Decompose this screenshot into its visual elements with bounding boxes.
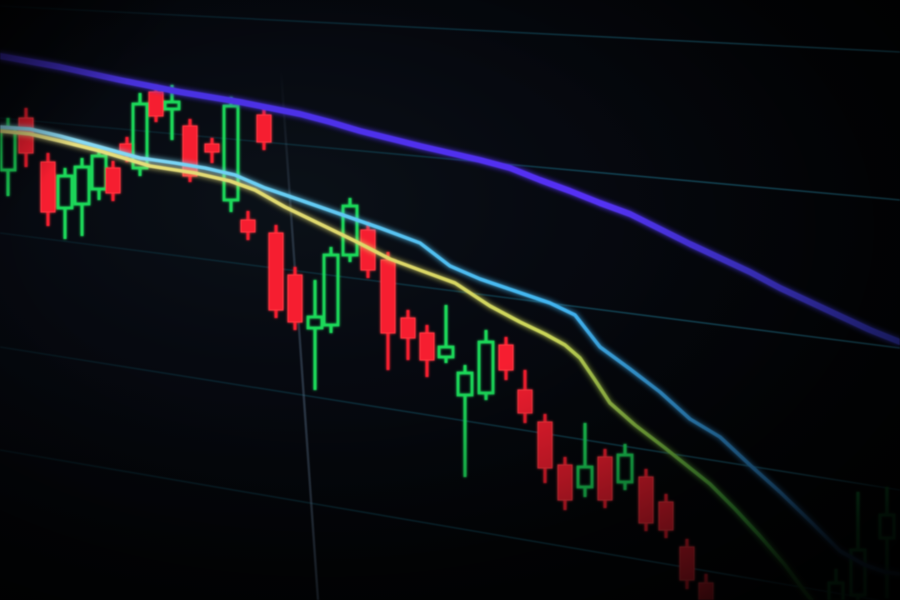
candle-bullish <box>56 168 74 239</box>
gridline-diagonal-3 <box>0 346 900 491</box>
gridline-diagonal-4 <box>0 449 882 600</box>
ma-fast-yellow-green <box>0 129 814 600</box>
candle-bearish <box>557 457 573 510</box>
gridline-vertical <box>279 69 320 600</box>
gridlines-layer <box>0 5 900 600</box>
candle-bearish <box>268 225 284 318</box>
ma-mid-cyan <box>0 125 900 576</box>
candle-bullish <box>827 569 845 600</box>
candle-bullish <box>849 492 867 600</box>
candle-bullish <box>322 247 340 333</box>
moving-average-layer <box>0 53 900 600</box>
ma-slow-purple <box>0 53 900 345</box>
candle-bearish <box>419 325 435 377</box>
candle-bullish <box>90 148 108 200</box>
candle-bearish <box>658 494 674 538</box>
candle-bearish <box>698 574 714 600</box>
candle-bearish <box>240 211 256 240</box>
candle-bearish <box>204 138 220 163</box>
candle-bearish <box>679 539 695 589</box>
candle-bearish <box>537 414 553 483</box>
candle-bullish <box>73 158 91 236</box>
candle-bullish <box>576 423 594 497</box>
candle-bearish <box>40 153 56 226</box>
candle-bullish <box>222 97 240 212</box>
gridline-diagonal-2 <box>0 232 900 349</box>
candle-bullish <box>616 444 634 490</box>
candle-bullish <box>341 198 359 262</box>
gridline-diagonal-0 <box>0 5 900 53</box>
candle-bearish <box>380 252 396 370</box>
candle-bearish <box>256 107 272 150</box>
candle-bullish <box>306 280 324 390</box>
candle-bearish <box>400 310 416 360</box>
gridline-diagonal-1 <box>0 117 900 201</box>
candle-bullish <box>477 330 495 400</box>
candle-bearish <box>517 370 533 423</box>
candle-bullish <box>878 487 896 598</box>
candle-bearish <box>597 449 613 508</box>
candle-bearish <box>287 267 303 330</box>
candle-bullish <box>437 305 455 363</box>
candle-bearish <box>498 337 514 380</box>
candle-bearish <box>105 161 121 201</box>
candle-bearish <box>18 108 34 167</box>
candle-bearish <box>638 469 654 531</box>
